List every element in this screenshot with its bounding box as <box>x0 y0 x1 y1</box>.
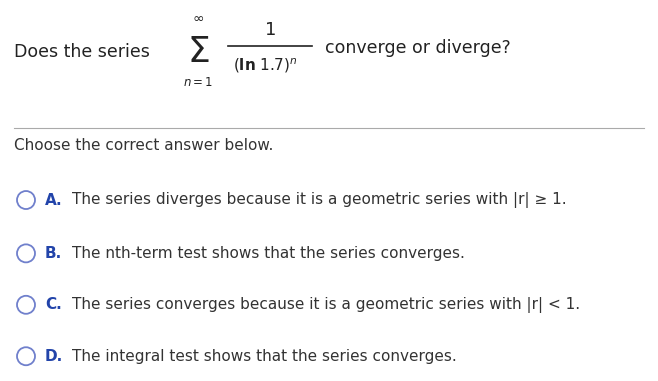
Text: $(\mathbf{ln}\ 1.7)^{n}$: $(\mathbf{ln}\ 1.7)^{n}$ <box>233 57 297 75</box>
Text: Choose the correct answer below.: Choose the correct answer below. <box>14 138 273 152</box>
Text: B.: B. <box>45 246 63 261</box>
Text: C.: C. <box>45 297 62 312</box>
Text: $1$: $1$ <box>264 21 276 39</box>
Text: $\Sigma$: $\Sigma$ <box>187 35 209 69</box>
Text: $\infty$: $\infty$ <box>192 11 204 25</box>
Text: The nth-term test shows that the series converges.: The nth-term test shows that the series … <box>72 246 465 261</box>
Text: The series converges because it is a geometric series with |r| < 1.: The series converges because it is a geo… <box>72 297 580 313</box>
Text: D.: D. <box>45 349 63 364</box>
Text: Does the series: Does the series <box>14 43 150 61</box>
Text: A.: A. <box>45 192 63 208</box>
Text: converge or diverge?: converge or diverge? <box>325 39 511 57</box>
Text: The integral test shows that the series converges.: The integral test shows that the series … <box>72 349 457 364</box>
Text: The series diverges because it is a geometric series with |r| ≥ 1.: The series diverges because it is a geom… <box>72 192 567 208</box>
Text: $n=1$: $n=1$ <box>183 75 213 88</box>
